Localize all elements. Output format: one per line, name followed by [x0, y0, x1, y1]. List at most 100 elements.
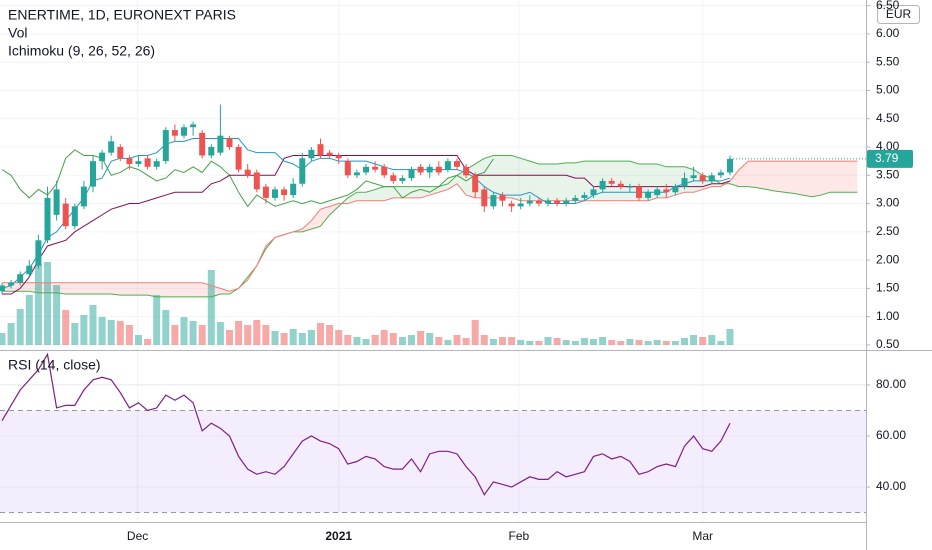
candle-body: [226, 138, 233, 148]
candle-body: [390, 175, 397, 181]
volume-bar: [526, 341, 534, 345]
candle-body: [208, 147, 215, 156]
volume-bar: [289, 329, 297, 345]
candle-body: [117, 147, 124, 159]
candle-body: [472, 175, 479, 193]
cloud-fill: [184, 282, 194, 297]
cloud-fill: [402, 186, 412, 198]
candle-body: [35, 240, 42, 266]
volume-bar: [198, 325, 206, 345]
cloud-fill: [347, 192, 357, 204]
volume-bar: [671, 341, 679, 345]
cloud-fill: [557, 162, 567, 201]
cloud-fill: [411, 186, 421, 198]
volume-bar: [53, 285, 61, 345]
cloud-fill: [511, 155, 521, 201]
cloud-fill: [538, 163, 548, 201]
volume-bar: [535, 341, 543, 345]
cloud-fill: [120, 282, 130, 296]
cloud-fill: [111, 282, 121, 296]
candle-body: [490, 195, 497, 207]
plot-layer: Dec 2021 Feb Mar: [0, 0, 866, 543]
volume-bar: [408, 335, 415, 345]
candle-body: [381, 166, 388, 176]
x-tick-label: Feb: [509, 529, 530, 543]
volume-bar: [726, 329, 734, 345]
candle-body: [663, 189, 670, 193]
volume-bar: [635, 340, 643, 345]
candle-body: [399, 178, 406, 181]
candle-body: [454, 161, 460, 167]
candle-body: [253, 172, 260, 190]
volume-bar: [344, 335, 352, 345]
volume-bar: [644, 341, 652, 345]
candle-body: [199, 132, 206, 156]
y-tick-label: 6.00: [876, 26, 900, 40]
volume-bar: [353, 337, 361, 345]
cloud-fill: [311, 209, 321, 229]
chart-title: ENERTIME, 1D, EURONEXT PARIS: [8, 7, 236, 23]
volume-bar: [98, 317, 106, 345]
volume-bar: [717, 341, 725, 345]
ichimoku-lagging: [1, 149, 494, 208]
cloud-fill: [566, 162, 576, 201]
volume-bar: [307, 330, 315, 345]
candle-body: [617, 183, 624, 187]
cloud-fill: [793, 161, 803, 196]
volume-bar: [71, 323, 79, 345]
cloud-fill: [447, 175, 457, 190]
candle-body: [62, 203, 69, 227]
y-tick-label: 3.00: [876, 196, 900, 210]
volume-bar: [662, 341, 670, 345]
volume-bar: [271, 331, 279, 345]
cloud-fill: [548, 163, 558, 201]
candle-body: [299, 158, 306, 184]
candle-body: [281, 189, 288, 196]
cloud-fill: [174, 282, 184, 297]
ichimoku-base: [2, 154, 731, 295]
candle-body: [80, 186, 87, 207]
cloud-fill: [620, 161, 630, 201]
candle-body: [217, 135, 224, 153]
cloud-fill: [65, 282, 75, 295]
volume-bar: [398, 337, 406, 345]
cloud-fill: [302, 220, 312, 232]
cloud-fill: [520, 158, 530, 201]
y-tick-label: 6.50: [876, 0, 900, 12]
candle-body: [53, 189, 60, 215]
candle-body: [162, 130, 169, 162]
volume-bar: [489, 339, 497, 345]
cloud-fill: [484, 155, 494, 198]
candle-body: [599, 180, 606, 190]
cloud-fill: [138, 282, 148, 296]
volume-bar: [34, 265, 42, 345]
y-tick-label: 2.50: [876, 224, 900, 238]
volume-bar: [226, 330, 233, 345]
volume-bar: [171, 325, 179, 345]
candle-body: [326, 152, 333, 156]
x-tick-label: 2021: [325, 529, 352, 543]
volume-bar: [544, 337, 552, 345]
candle-body: [426, 166, 433, 173]
candle-body: [144, 158, 151, 167]
cloud-fill: [384, 186, 394, 201]
last-price-label: 3.79: [875, 151, 899, 165]
volume-bar: [253, 320, 261, 345]
volume-bar: [553, 338, 561, 345]
y-tick-label: 1.50: [876, 281, 900, 295]
volume-bar: [207, 270, 215, 345]
currency-label[interactable]: EUR: [886, 7, 912, 21]
currency-button[interactable]: [877, 5, 920, 24]
volume-bar: [426, 333, 434, 345]
candle-body: [699, 175, 706, 181]
y-tick-label: 3.50: [876, 167, 900, 181]
candle-body: [727, 158, 733, 173]
rsi-y-tick-label: 80.00: [876, 377, 906, 391]
cloud-fill: [457, 169, 467, 196]
cloud-fill: [821, 161, 831, 196]
candle-body: [626, 186, 633, 188]
candle-body: [344, 161, 351, 176]
cloud-fill: [438, 183, 448, 193]
